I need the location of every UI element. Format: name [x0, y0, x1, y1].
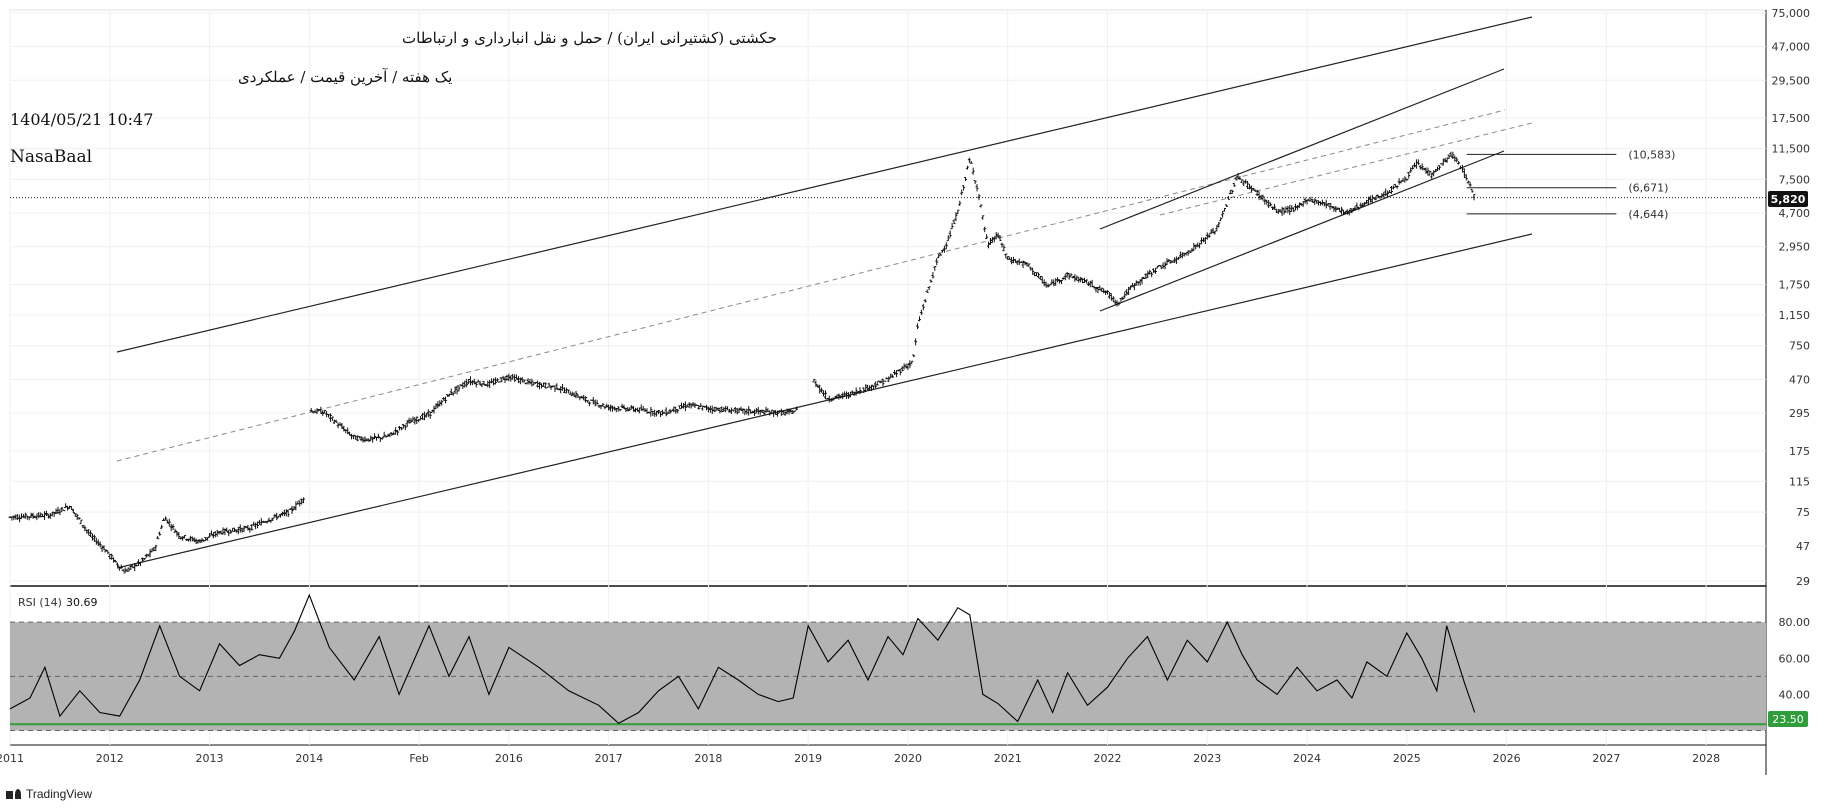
y-gridlines — [10, 12, 1766, 582]
chart-subtitle: یک هفته / آخرین قیمت / عملکردی — [238, 68, 452, 86]
outer-channel-lower-line[interactable] — [116, 233, 1533, 569]
inner-channel-lower-line[interactable] — [1099, 150, 1505, 312]
outer-channel-upper-line[interactable] — [116, 16, 1533, 353]
x-tick-label: 2028 — [1692, 752, 1720, 765]
x-tick-label: 2018 — [694, 752, 722, 765]
trendline-drawings[interactable] — [116, 16, 1533, 569]
chart-datetime: 1404/05/21 10:47 — [10, 110, 153, 129]
y-tick-label: 29 — [1796, 575, 1810, 588]
y-tick-label: 29,500 — [1772, 74, 1811, 87]
rsi-support-tag-bg — [1768, 711, 1808, 727]
y-tick-label: 4,700 — [1779, 207, 1811, 220]
tradingview-logo[interactable]: TradingView — [6, 787, 92, 801]
last-price-label: 5,820 — [1771, 193, 1806, 206]
x-tick-label: 2013 — [196, 752, 224, 765]
x-tick-label: 2012 — [96, 752, 124, 765]
x-tick-label: 2014 — [295, 752, 323, 765]
rsi-tick-label: 80.00 — [1779, 616, 1811, 629]
x-tick-label: 2023 — [1193, 752, 1221, 765]
x-tick-label: 2024 — [1293, 752, 1321, 765]
y-tick-label: 47 — [1796, 540, 1810, 553]
price-levels[interactable]: (10,583) (6,671) (4,644) — [1466, 148, 1676, 221]
chart-author: NasaBaal — [10, 147, 92, 167]
x-tick-label: 2016 — [495, 752, 523, 765]
y-tick-label: 750 — [1789, 340, 1810, 353]
y-tick-label: 17,500 — [1772, 112, 1811, 125]
rsi-tick-label: 60.00 — [1779, 652, 1811, 665]
x-tick-label: 2021 — [994, 752, 1022, 765]
y-tick-label: 1,150 — [1779, 309, 1811, 322]
y-tick-label: 7,500 — [1779, 173, 1811, 186]
rsi-axis-ticks: 40.00 60.00 80.00 — [1779, 616, 1811, 701]
y-tick-label: 47,000 — [1772, 41, 1811, 54]
x-tick-label: 2022 — [1094, 752, 1122, 765]
y-tick-label: 470 — [1789, 373, 1810, 386]
y-tick-label: 11,500 — [1772, 142, 1811, 155]
y-tick-label: 75,000 — [1772, 7, 1811, 20]
y-tick-label: 75 — [1796, 506, 1810, 519]
x-tick-label: 2027 — [1592, 752, 1620, 765]
rsi-title[interactable]: RSI (14) — [18, 596, 62, 609]
price-level-label: (4,644) — [1628, 208, 1668, 221]
rsi-line — [9, 593, 1476, 724]
x-tick-label: 2026 — [1493, 752, 1521, 765]
dashed-midline — [116, 109, 1506, 462]
y-tick-label: 175 — [1789, 445, 1810, 458]
last-price-tag: 5,820 — [1768, 191, 1808, 207]
rsi-support-tag: 23.50 — [1768, 711, 1808, 727]
x-tick-label: 2020 — [894, 752, 922, 765]
x-axis-ticks: 2011 2012 2013 2014 Feb 2016 2017 2018 2019 2020 2… — [0, 752, 1720, 765]
x-tick-label: 2019 — [794, 752, 822, 765]
y-tick-label: 295 — [1789, 407, 1810, 420]
y-tick-label: 1,750 — [1779, 278, 1811, 291]
rsi-tick-label: 40.00 — [1779, 688, 1811, 701]
price-pane-frame — [9, 9, 1767, 587]
y-axis-ticks: 29 47 75 115 175 295 470 750 1,150 1,750 2,950 4,70… — [1772, 7, 1811, 588]
rsi-current-value: 30.69 — [66, 596, 98, 609]
tradingview-logo-icon — [6, 789, 22, 799]
rsi-support-label: 23.50 — [1772, 713, 1804, 726]
price-candles — [8, 151, 1476, 574]
inner-channel-upper-line[interactable] — [1099, 68, 1505, 230]
x-tick-label: 2025 — [1393, 752, 1421, 765]
dashed-midline-upper — [1159, 122, 1533, 216]
price-level-label: (6,671) — [1628, 182, 1668, 195]
last-price-tag-bg — [1768, 191, 1808, 207]
x-tick-label: 2011 — [0, 752, 24, 765]
x-tick-label: Feb — [409, 752, 428, 765]
y-tick-label: 115 — [1789, 475, 1810, 488]
x-tick-label: 2017 — [595, 752, 623, 765]
chart-title: حکشتی (کشتیرانی ایران) / حمل و نقل انبار… — [402, 29, 777, 47]
tradingview-logo-text: TradingView — [26, 787, 93, 801]
y-tick-label: 2,950 — [1779, 241, 1811, 254]
price-level-label: (10,583) — [1628, 148, 1675, 161]
